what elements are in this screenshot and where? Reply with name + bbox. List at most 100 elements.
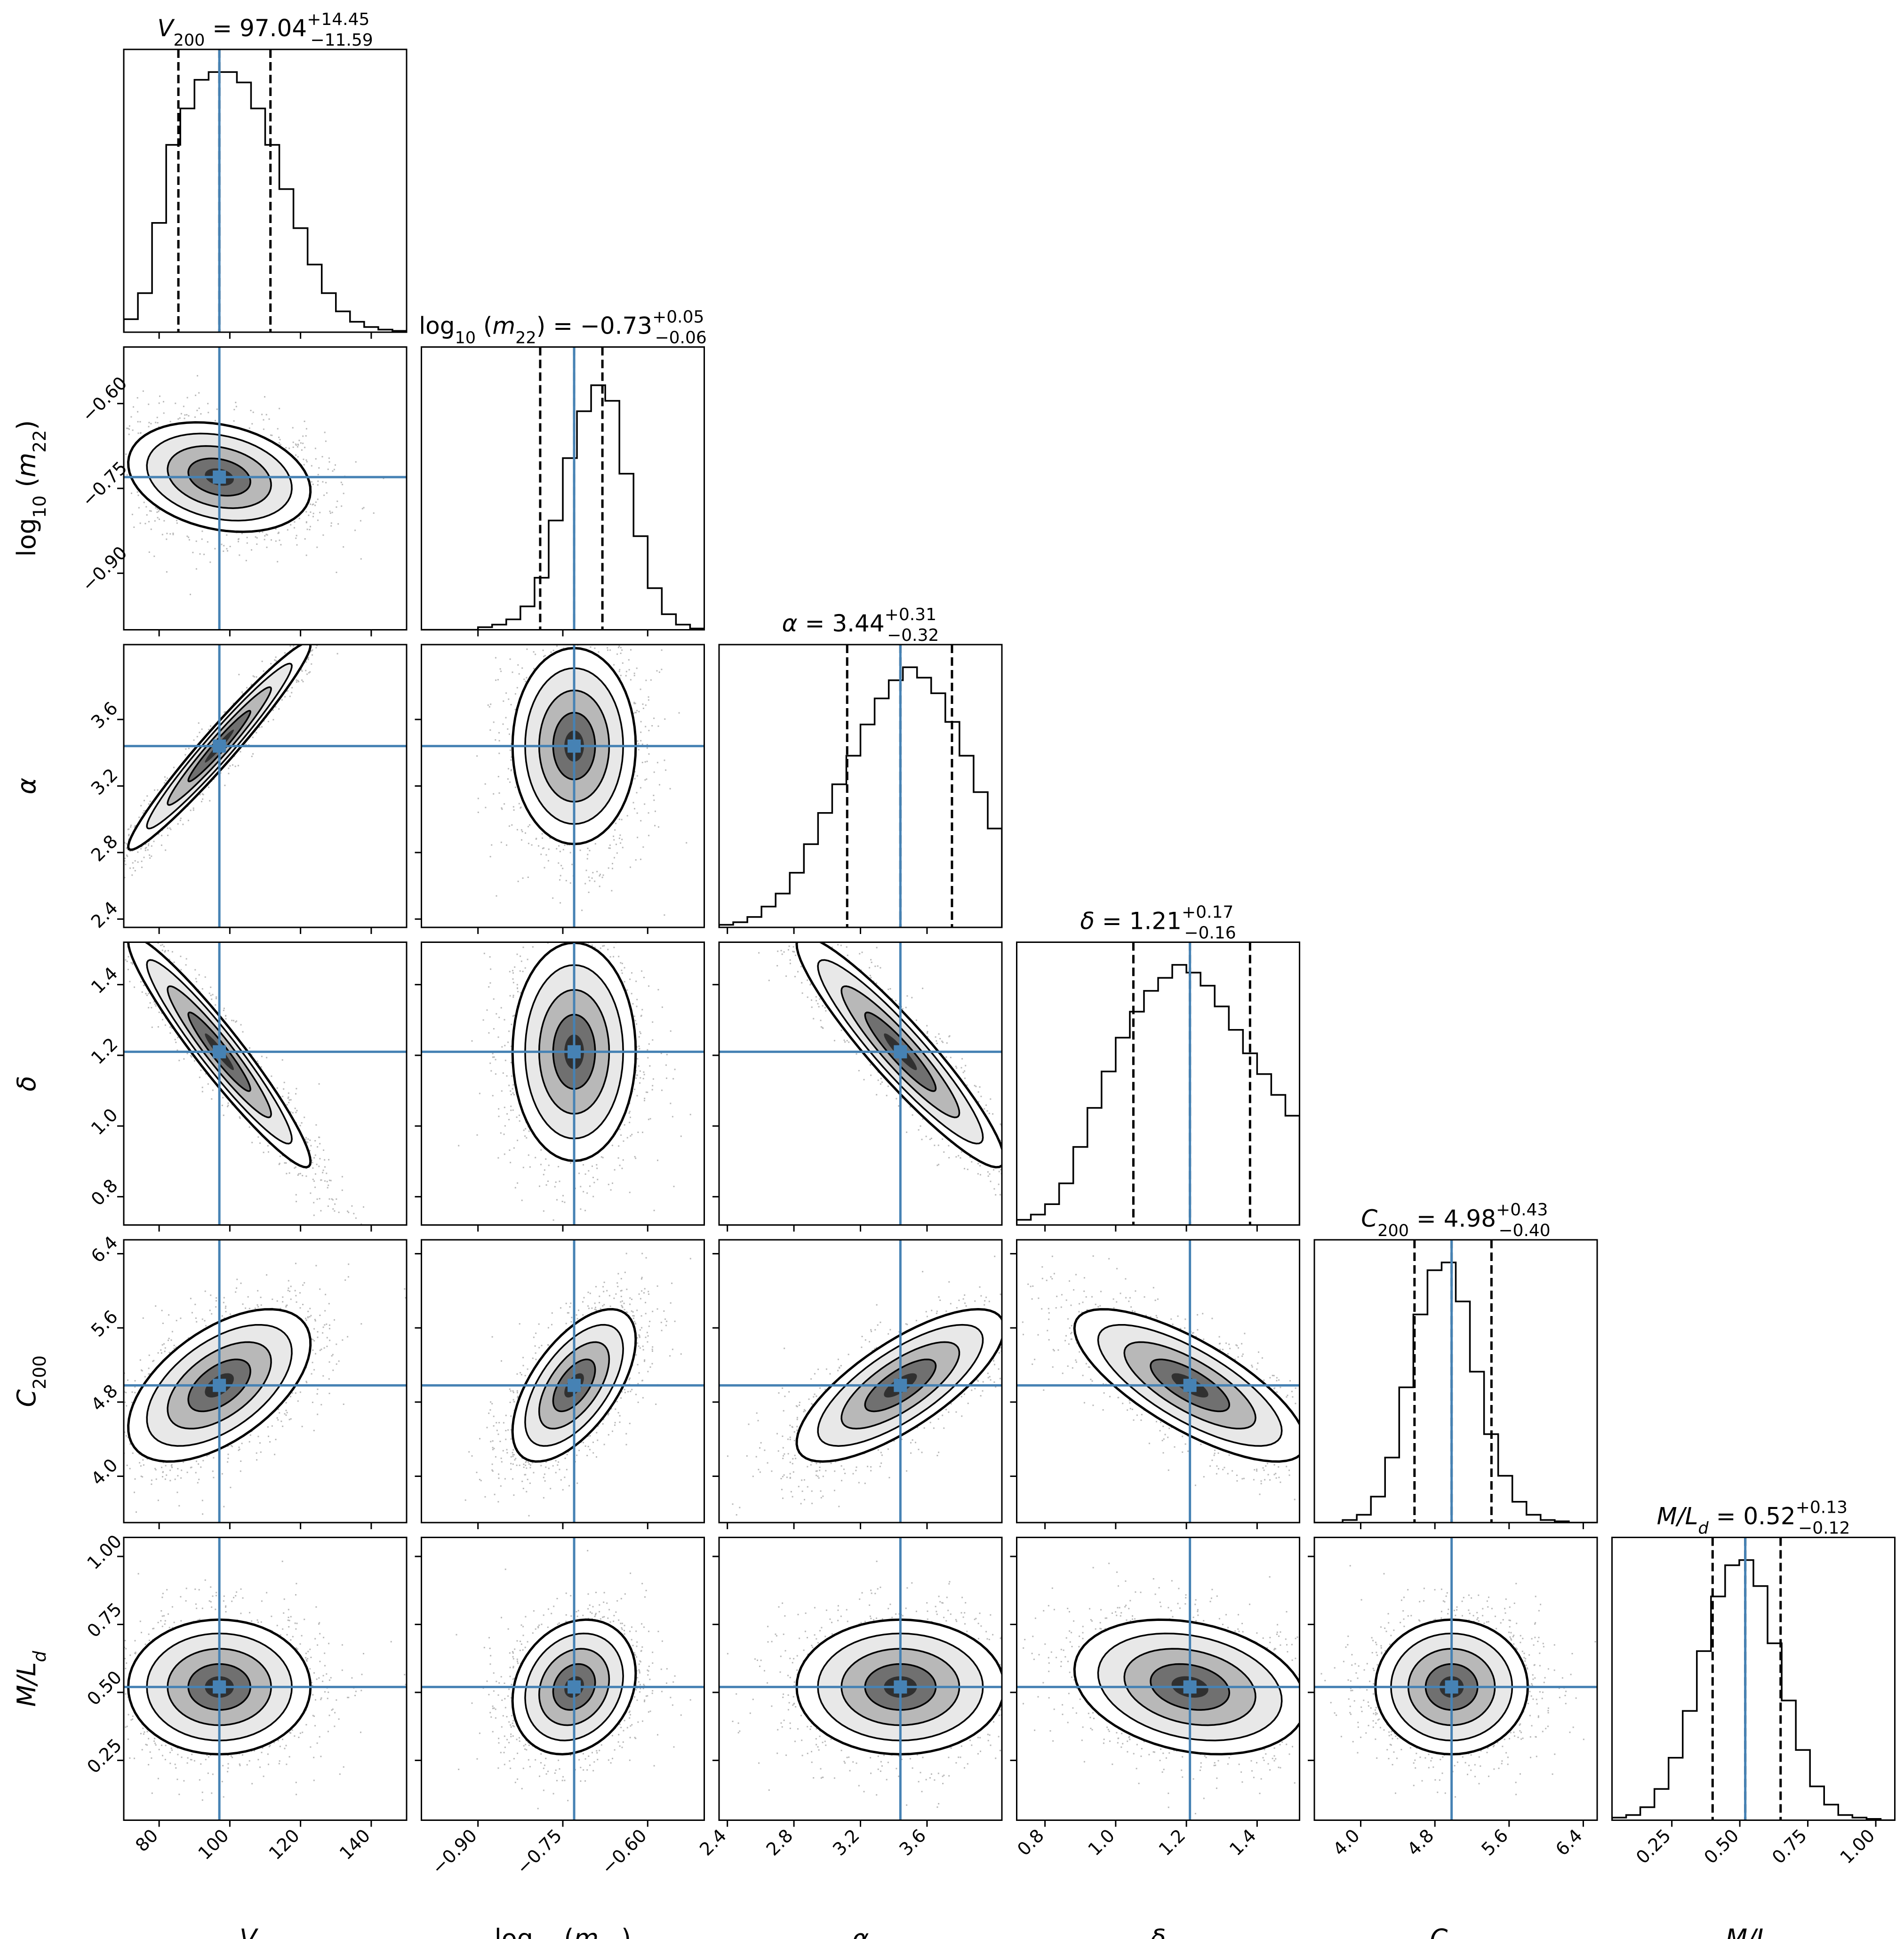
x-axis-label-V200: V200: [240, 1924, 291, 1939]
scatter-panel-delta-vs-alpha: [718, 942, 1003, 1226]
x-tick-label: 5.6: [1477, 1825, 1512, 1860]
truth-marker: [894, 1045, 907, 1059]
axes-frame: [1016, 1537, 1300, 1821]
x-tick-label: −0.90: [428, 1825, 481, 1878]
x-tick-label: 0.8: [1013, 1825, 1048, 1860]
hist-bars-C200: [1314, 1261, 1597, 1523]
scatter-panel-log10m22-vs-V200: [123, 346, 408, 630]
x-tick-label: 2.4: [696, 1825, 730, 1860]
scatter-panel-C200-vs-log10m22: [421, 1239, 705, 1524]
title-log10m22: log10 (m22) = −0.73+0.05 −0.06: [419, 308, 707, 348]
hist-panel-alpha: α = 3.44+0.31 −0.32: [718, 605, 1003, 928]
x-tick-label: 0.75: [1768, 1825, 1811, 1868]
truth-marker: [894, 1379, 907, 1392]
y-tick-label: 1.0: [87, 1104, 122, 1139]
axes-frame: [1313, 1239, 1598, 1524]
axes-frame: [123, 1239, 408, 1524]
y-axis-label-delta: δ: [12, 1076, 41, 1091]
title-ML: M/Ld = 0.52+0.13 −0.12: [1657, 1498, 1850, 1538]
y-axis-label-log10m22: log10 (m22): [12, 420, 50, 557]
y-tick-label: 0.50: [83, 1667, 126, 1709]
x-tick-label: 1.4: [1225, 1825, 1260, 1860]
truth-marker: [213, 1379, 226, 1392]
x-tick-label: 1.00: [1836, 1825, 1879, 1868]
x-tick-label: 4.0: [1329, 1825, 1364, 1860]
hist-bars-log10m22: [421, 384, 704, 630]
hist-bars-ML: [1612, 1559, 1895, 1820]
x-axis-label-alpha: α: [852, 1924, 869, 1939]
scatter-panel-ML-vs-alpha: [718, 1537, 1003, 1821]
x-tick-label: 100: [194, 1825, 232, 1864]
title-alpha: α = 3.44+0.31 −0.32: [782, 605, 939, 645]
scatter-panel-alpha-vs-V200: [123, 644, 408, 928]
hist-panel-delta: δ = 1.21+0.17 −0.16: [1016, 903, 1300, 1226]
y-axis-label-alpha: α: [12, 778, 41, 795]
hist-panel-V200: V200 = 97.04+14.45 −11.59: [123, 10, 408, 333]
truth-marker: [213, 1045, 226, 1059]
x-tick-label: 2.8: [762, 1825, 797, 1860]
hist-panel-C200: C200 = 4.98+0.43 −0.40: [1313, 1200, 1598, 1524]
x-tick-label: 1.2: [1155, 1825, 1190, 1860]
x-axis-label-C200: C200: [1430, 1924, 1482, 1939]
y-tick-label: 0.25: [83, 1735, 126, 1778]
scatter-panel-C200-vs-V200: [123, 1239, 408, 1524]
x-tick-label: 0.50: [1700, 1825, 1743, 1868]
truth-marker: [568, 1045, 581, 1059]
title-V200: V200 = 97.04+14.45 −11.59: [157, 10, 373, 50]
truth-marker: [1445, 1680, 1458, 1694]
axes-frame: [123, 942, 408, 1226]
y-tick-label: 0.8: [87, 1175, 122, 1210]
title-C200: C200 = 4.98+0.43 −0.40: [1361, 1200, 1550, 1240]
y-tick-label: 1.00: [83, 1531, 126, 1573]
x-tick-label: 3.6: [895, 1825, 930, 1860]
scatter-panel-alpha-vs-log10m22: [421, 644, 705, 928]
scatter-panel-delta-vs-V200: [123, 942, 408, 1226]
y-tick-label: 3.2: [87, 764, 122, 799]
axes-frame: [1611, 1537, 1896, 1821]
hist-bars-delta: [1016, 964, 1300, 1225]
truth-marker: [894, 1680, 907, 1694]
axes-frame: [718, 644, 1003, 928]
truth-marker: [213, 739, 226, 753]
hist-panel-ML: M/Ld = 0.52+0.13 −0.12: [1611, 1498, 1896, 1821]
y-tick-label: 1.2: [87, 1034, 122, 1069]
axes-frame: [123, 1537, 408, 1821]
x-tick-label: 0.25: [1632, 1825, 1675, 1868]
truth-marker: [1183, 1680, 1197, 1694]
x-axis-label-delta: δ: [1150, 1924, 1166, 1939]
x-tick-label: 80: [131, 1825, 162, 1856]
truth-marker: [213, 1680, 226, 1694]
axes-frame: [1016, 1239, 1300, 1524]
scatter-panel-ML-vs-log10m22: [421, 1537, 705, 1821]
hist-panel-log10m22: log10 (m22) = −0.73+0.05 −0.06: [419, 308, 707, 630]
axes-frame: [123, 48, 408, 333]
x-tick-label: −0.75: [512, 1825, 566, 1878]
y-tick-label: 2.4: [87, 897, 122, 932]
x-tick-label: 140: [336, 1825, 374, 1864]
y-tick-label: 2.8: [87, 831, 122, 866]
x-tick-label: 3.2: [829, 1825, 864, 1860]
x-tick-label: 6.4: [1552, 1825, 1586, 1860]
title-delta: δ = 1.21+0.17 −0.16: [1080, 903, 1236, 943]
scatter-panel-C200-vs-delta: [1016, 1239, 1300, 1524]
truth-marker: [213, 470, 226, 484]
scatter-panel-delta-vs-log10m22: [421, 942, 705, 1226]
axes-frame: [1016, 942, 1300, 1226]
x-tick-label: 1.0: [1084, 1825, 1119, 1860]
scatter-panel-ML-vs-V200: [123, 1537, 408, 1821]
y-tick-label: 6.4: [87, 1232, 122, 1267]
y-axis-label-ML: M/Ld: [12, 1651, 50, 1707]
truth-marker: [1183, 1379, 1197, 1392]
truth-marker: [568, 739, 581, 753]
x-axis-label-log10m22: log10 (m22): [495, 1924, 631, 1939]
y-tick-label: 0.75: [83, 1599, 126, 1642]
y-axis-label-C200: C200: [12, 1356, 50, 1407]
hist-bars-V200: [124, 71, 407, 332]
truth-marker: [568, 1379, 581, 1392]
y-tick-label: 4.0: [87, 1454, 122, 1489]
y-tick-label: 3.6: [87, 698, 122, 733]
x-tick-label: 120: [265, 1825, 304, 1864]
hist-bars-alpha: [719, 666, 1002, 927]
scatter-points: [125, 375, 384, 595]
